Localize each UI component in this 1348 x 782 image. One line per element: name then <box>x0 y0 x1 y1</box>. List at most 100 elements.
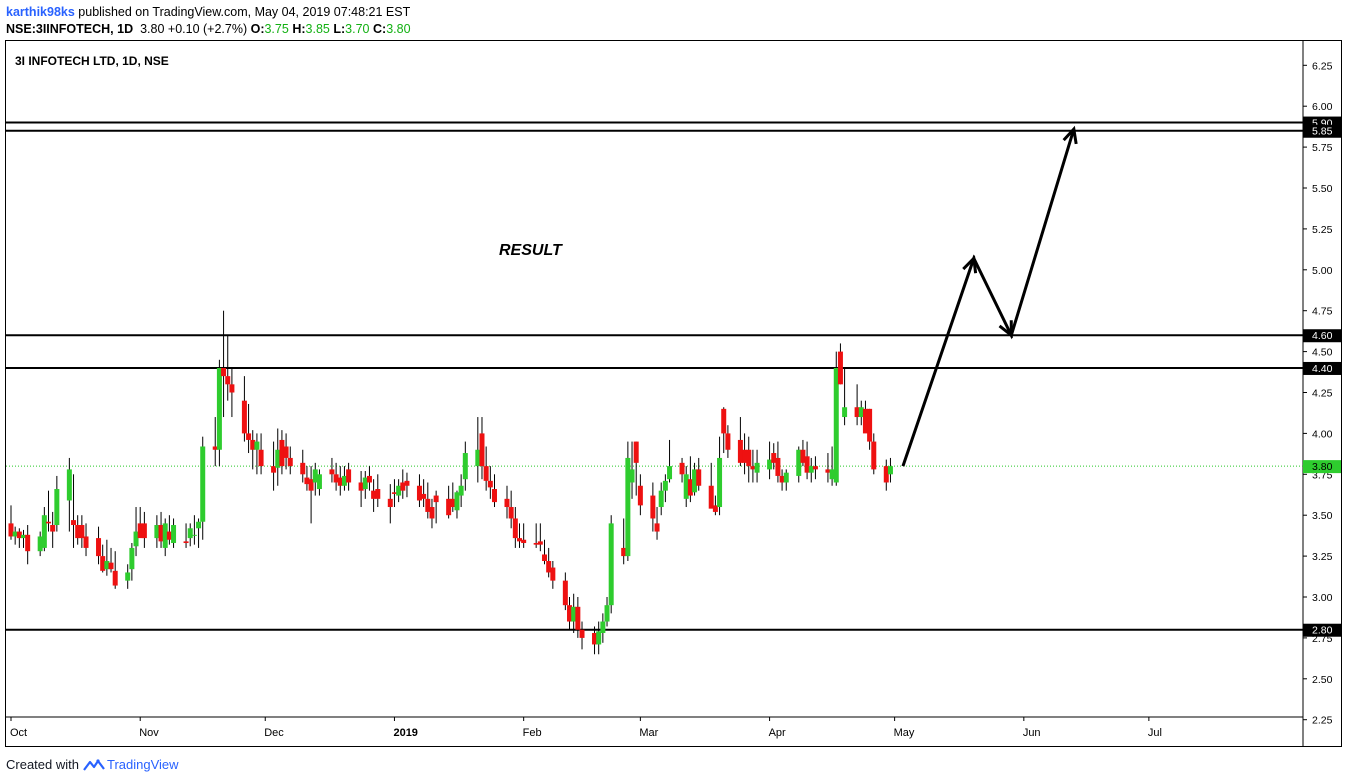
candle-body <box>562 580 568 606</box>
candle-body <box>183 541 189 544</box>
candle-body <box>375 489 381 499</box>
candle-body <box>708 485 714 509</box>
candle-body <box>391 492 397 494</box>
candle-body <box>650 495 656 519</box>
candle-body <box>362 477 368 490</box>
candle-body <box>887 466 893 475</box>
candle-body <box>833 367 839 483</box>
candle-body <box>600 621 606 633</box>
x-tick-label: Feb <box>523 727 542 739</box>
candle-body <box>812 466 818 470</box>
y-tick-label: 3.50 <box>1312 510 1333 522</box>
level-label-bg <box>1303 623 1341 637</box>
candle-body <box>542 554 548 562</box>
candle-body <box>358 482 364 491</box>
tradingview-link[interactable]: TradingView <box>106 757 179 772</box>
level-label: 2.80 <box>1312 625 1333 637</box>
candle-body <box>400 482 406 491</box>
candle-body <box>229 384 235 393</box>
candle-body <box>567 605 573 622</box>
candle-body <box>779 475 785 483</box>
candle-body <box>475 449 481 467</box>
y-tick-label: 2.50 <box>1312 674 1333 686</box>
candle-body <box>767 459 773 470</box>
level-label: 5.85 <box>1312 126 1333 138</box>
x-tick-label: Jul <box>1148 727 1162 739</box>
y-tick-label: 5.25 <box>1312 224 1333 236</box>
candle-body <box>491 489 497 503</box>
candle-body <box>221 367 227 377</box>
candle-body <box>667 466 673 480</box>
candle-body <box>604 605 610 622</box>
author-link[interactable]: karthik98ks <box>6 5 75 19</box>
candle-body <box>462 453 468 480</box>
y-tick-label: 3.00 <box>1312 592 1333 604</box>
candle-body <box>300 462 306 475</box>
candle-body <box>712 505 718 512</box>
candle-body <box>662 480 668 491</box>
last-price: 3.80 <box>140 22 165 36</box>
candle-body <box>158 525 164 542</box>
footer: Created with TradingView <box>6 757 179 775</box>
candle-body <box>212 446 218 450</box>
candle-body <box>171 525 177 544</box>
open-key: O: <box>250 22 265 36</box>
candle-body <box>137 523 143 539</box>
candle-body <box>608 523 614 606</box>
level-label-bg <box>1303 361 1341 375</box>
x-tick-label: May <box>894 727 915 739</box>
candle-body <box>742 449 748 463</box>
candle-body <box>37 536 43 552</box>
candle-body <box>333 474 339 483</box>
candle-body <box>25 534 31 552</box>
candle-body <box>100 556 106 571</box>
last-price-label: 3.80 <box>1312 461 1333 473</box>
candle-body <box>579 629 585 638</box>
x-tick-label: Oct <box>10 727 27 739</box>
candle-body <box>112 570 118 586</box>
level-label-bg <box>1303 329 1341 343</box>
candle-body <box>679 462 685 475</box>
candle-body <box>750 466 756 470</box>
candle-body <box>129 547 135 570</box>
symbol-label: NSE:3IINFOTECH, 1D <box>6 22 134 36</box>
candle-body <box>808 466 814 473</box>
candle-body <box>746 449 752 467</box>
symbol-header: NSE:3IINFOTECH, 1D 3.80 +0.10 (+2.7%) O:… <box>6 22 411 36</box>
close-key: C: <box>372 22 387 36</box>
candle-body <box>837 351 843 385</box>
candle-body <box>550 567 556 581</box>
candle-body <box>75 525 81 539</box>
x-tick-label: Mar <box>639 727 658 739</box>
tradingview-logo-icon <box>83 758 105 775</box>
x-tick-label: Nov <box>139 727 159 739</box>
level-label: 4.60 <box>1312 330 1333 342</box>
candle-body <box>12 531 18 537</box>
candle-body <box>454 492 460 511</box>
candle-body <box>429 507 435 519</box>
high-value: 3.85 <box>305 22 330 36</box>
candle-body <box>796 449 802 476</box>
candle-body <box>108 562 114 570</box>
candle-body <box>433 495 439 503</box>
y-tick-label: 3.25 <box>1312 551 1333 563</box>
candle-body <box>512 518 518 539</box>
candle-body <box>654 523 660 532</box>
candle-body <box>696 469 702 486</box>
candle-body <box>341 475 347 486</box>
candle-body <box>575 606 581 630</box>
candle-body <box>154 525 160 539</box>
chart-title: 3I INFOTECH LTD, 1D, NSE <box>15 54 169 68</box>
candle-body <box>96 538 102 557</box>
y-tick-label: 6.25 <box>1312 60 1333 72</box>
close-value: 3.80 <box>386 22 411 36</box>
candle-body <box>592 632 598 645</box>
y-tick-label: 4.25 <box>1312 388 1333 400</box>
level-label: 4.40 <box>1312 363 1333 375</box>
price-chart[interactable]: 2.252.502.753.003.253.503.754.004.254.50… <box>6 41 1341 746</box>
chart-frame[interactable]: 2.25 2.50 2.75 3.00 3.25 3.50 3.75 4.00 4.25 4.50… <box>5 40 1342 747</box>
candle-body <box>425 498 431 512</box>
candle-body <box>187 528 193 539</box>
created-with-text: Created with <box>6 757 79 772</box>
candle-body <box>83 536 89 548</box>
